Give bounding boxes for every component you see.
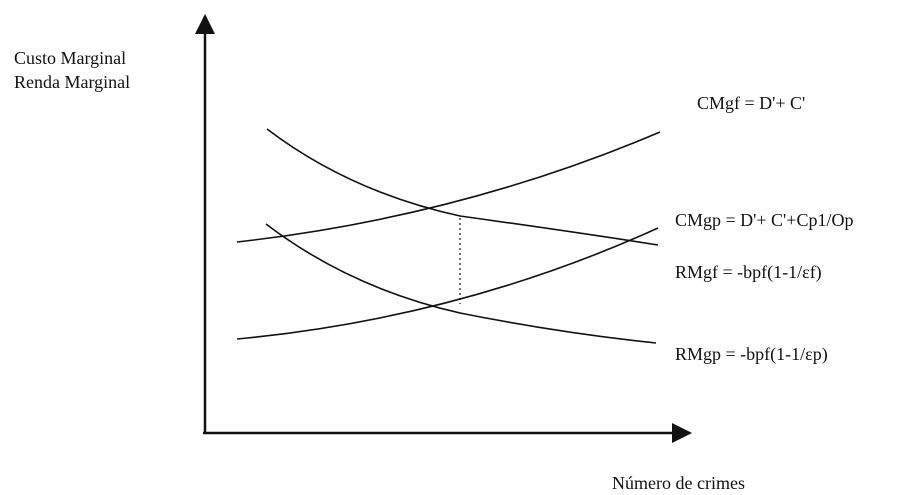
curve-rmgf — [266, 128, 659, 246]
y-axis-label: Custo Marginal Renda Marginal — [14, 46, 130, 94]
curve-label-rmgf: RMgf = -bpf(1-1/εf) — [675, 262, 822, 282]
curve-cmgp — [236, 227, 659, 340]
y-axis-label-line1: Custo Marginal — [14, 48, 127, 68]
x-axis-label: Número de crimes — [612, 473, 745, 493]
y-axis-label-line2: Renda Marginal — [14, 72, 131, 92]
curve-cmgf — [236, 131, 661, 243]
curve-label-rmgp: RMgp = -bpf(1-1/εp) — [675, 344, 828, 364]
curve-rmgp — [265, 223, 657, 344]
curve-label-cmgp: CMgp = D'+ C'+Cp1/Op — [675, 210, 854, 230]
curve-label-cmgf: CMgf = D'+ C' — [697, 93, 806, 113]
